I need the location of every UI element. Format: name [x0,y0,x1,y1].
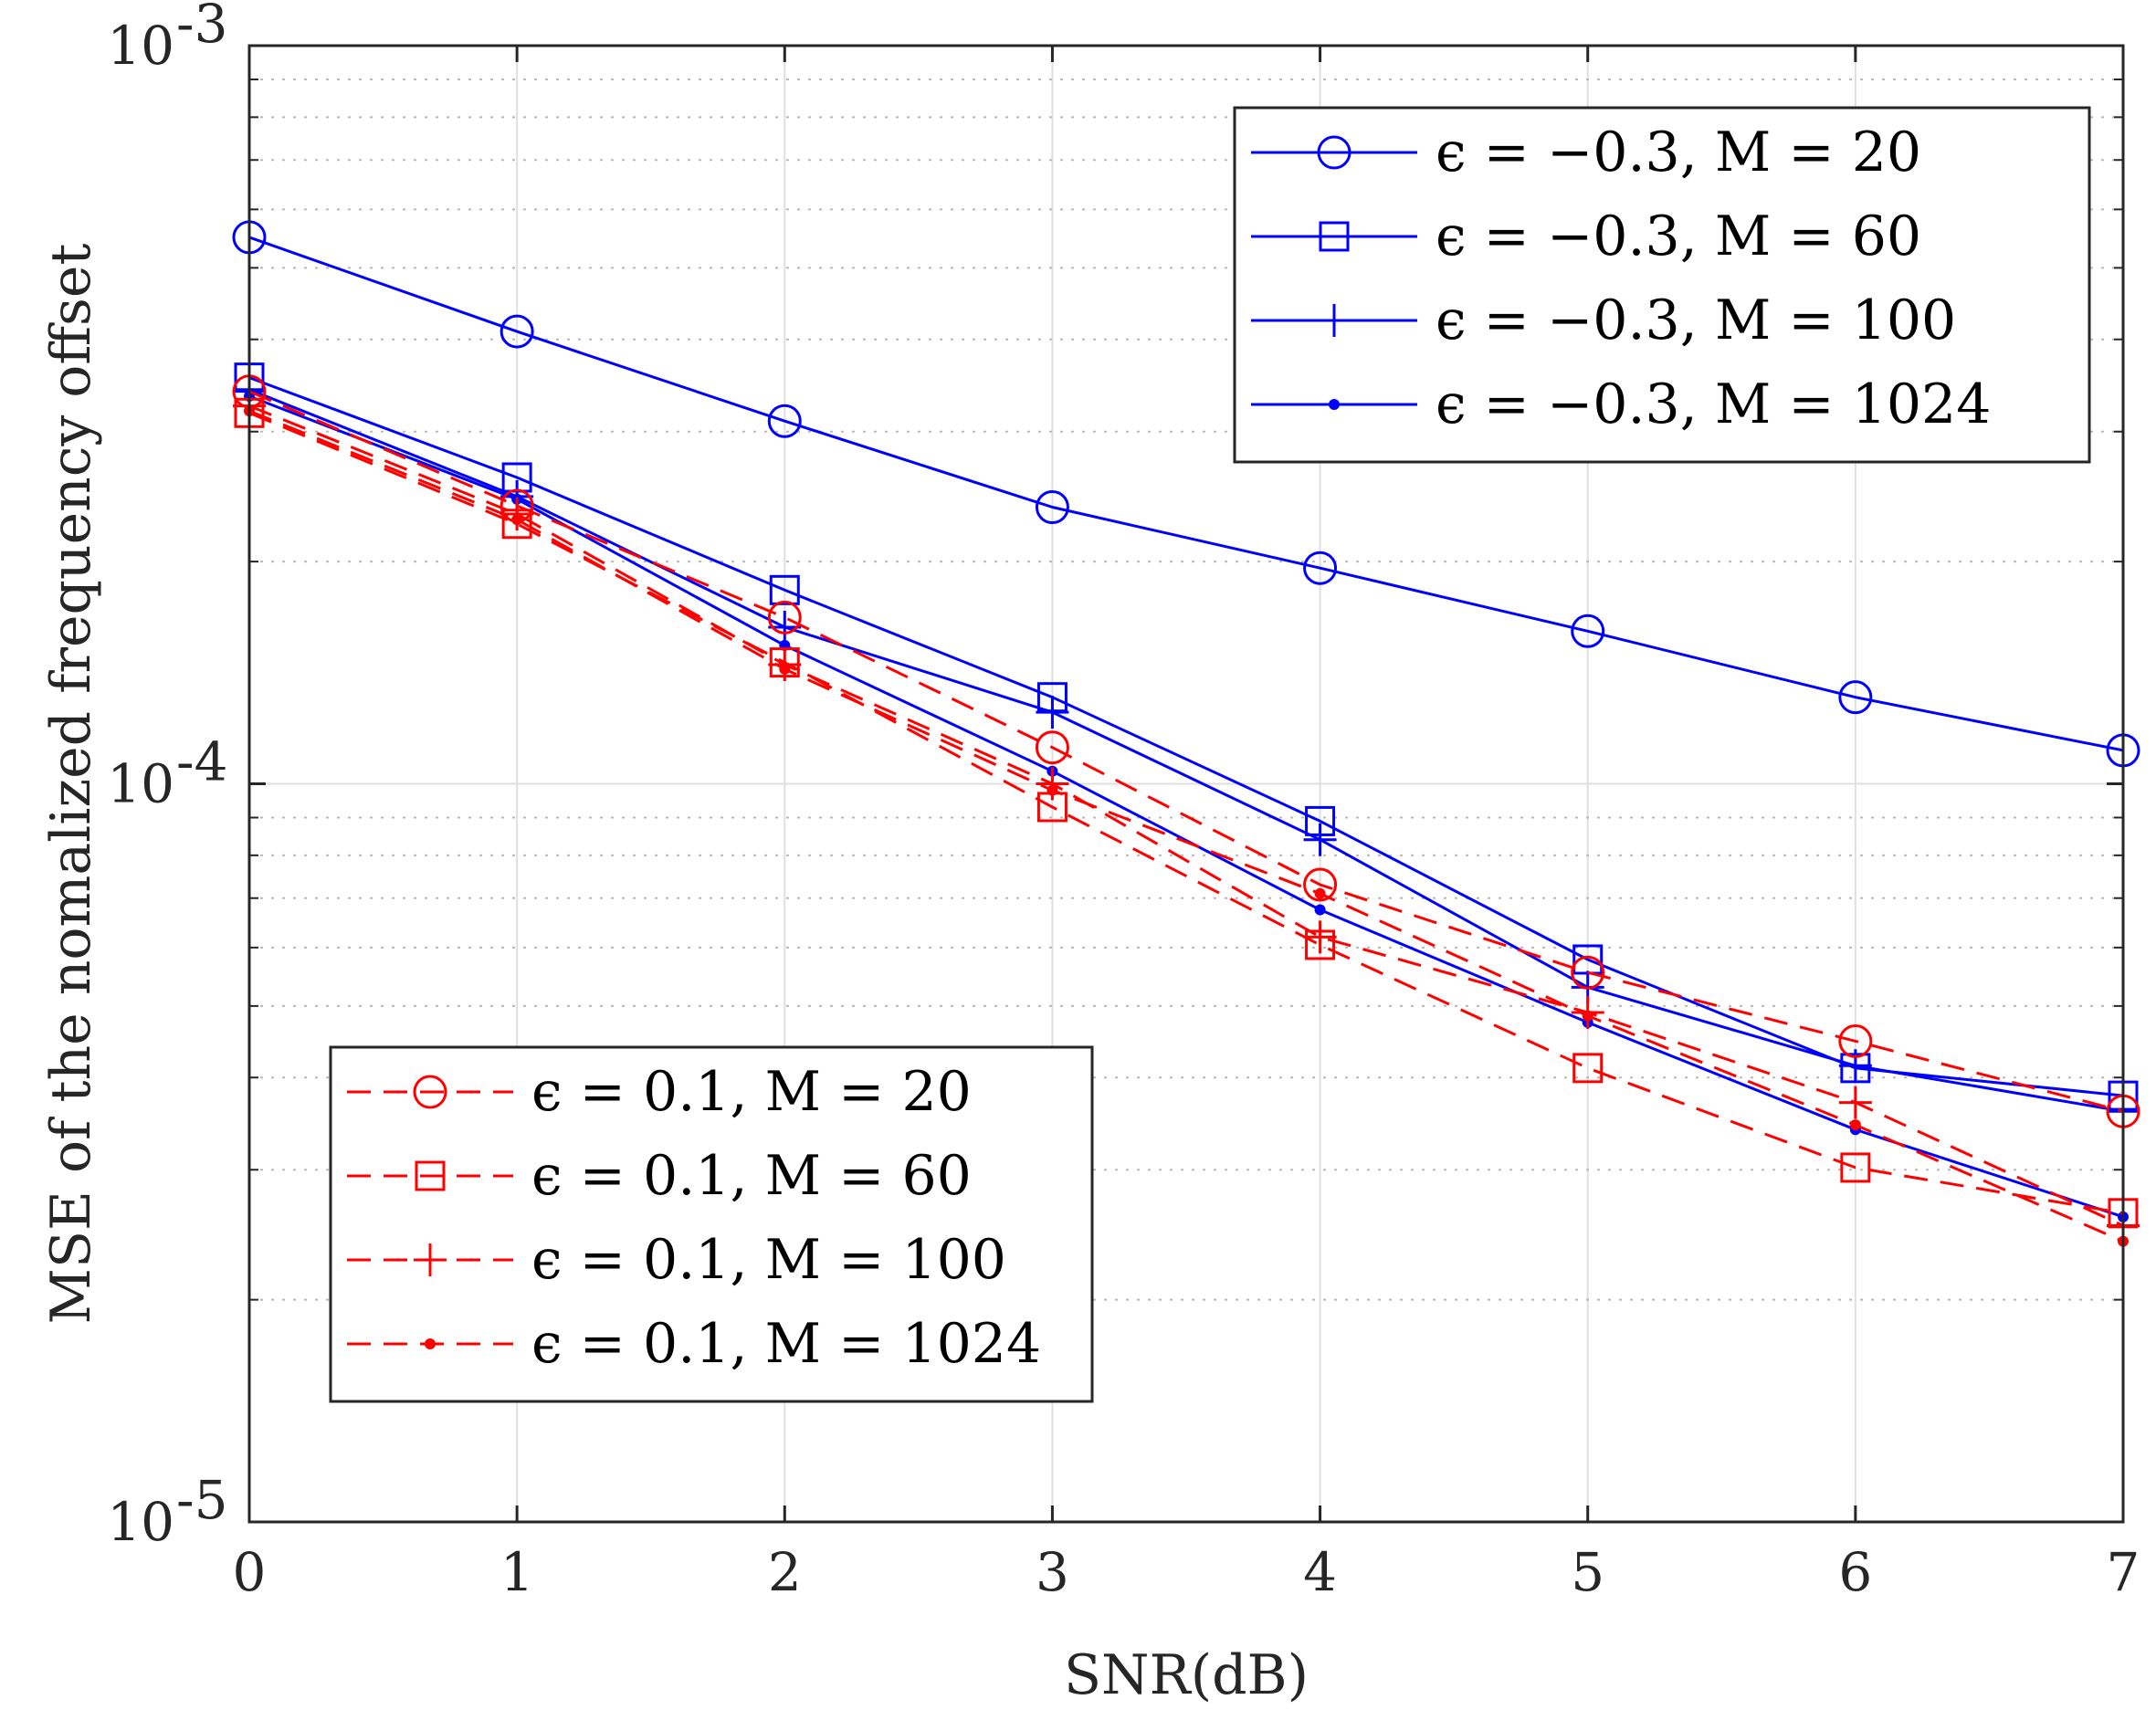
legend-top-right: ϵ = −0.3, M = 20 ϵ = −0.3, M = 60 ϵ = −0.3… [1233,106,2091,464]
y-tick-exponent: -4 [176,731,228,793]
legend-marker [414,1243,447,1276]
y-tick-label: 10 [107,1491,174,1553]
data-point [500,314,534,349]
data-point [1303,920,1337,954]
data-point [769,574,800,605]
legend-box [329,1045,1094,1403]
x-tick-label: 2 [768,1541,802,1603]
legend-marker [1318,304,1351,337]
x-tick-label: 3 [1036,1541,1069,1603]
x-tick-label: 0 [233,1541,267,1603]
series-layer [232,220,2140,1247]
y-tick-label: 10 [107,753,174,815]
tick-layer: 0 1 2 3 4 5 6 710-310-410-5 [107,0,2140,1603]
data-point [1314,904,1326,916]
series-line [248,409,2124,1243]
legend-item: ϵ = 0.1, M = 100 [347,1228,1006,1292]
series-line [248,376,2124,1097]
data-point [767,404,802,438]
data-point [1035,730,1069,765]
legend-item: ϵ = 0.1, M = 1024 [347,1312,1041,1376]
data-point [1035,490,1069,525]
legend-marker [413,1075,447,1109]
legend-marker [1319,221,1350,252]
y-tick-exponent: -3 [176,0,228,55]
data-point [1303,823,1337,856]
legend-label: ϵ = 0.1, M = 60 [531,1144,972,1208]
data-point [779,663,791,675]
legend-label: ϵ = −0.3, M = 100 [1436,288,1956,352]
legend-item: ϵ = 0.1, M = 20 [347,1060,972,1124]
legend-item: ϵ = −0.3, M = 60 [1251,205,1921,268]
series-line [248,404,2124,1227]
series-line [248,388,2124,1113]
legend-item: ϵ = −0.3, M = 20 [1251,121,1921,184]
data-point [1571,614,1605,648]
legend-marker [1317,135,1351,170]
data-point [1838,680,1873,715]
data-point [1838,1086,1872,1119]
x-tick-label: 7 [2107,1541,2140,1603]
legend-item: ϵ = 0.1, M = 60 [347,1144,972,1208]
data-point [1303,867,1338,902]
legend-item: ϵ = −0.3, M = 1024 [1251,372,1991,436]
data-point [1838,1049,1872,1083]
legend-layer: ϵ = −0.3, M = 20 ϵ = −0.3, M = 60 ϵ = −0.3… [329,106,2091,1403]
x-tick-label: 4 [1303,1541,1337,1603]
legend-label: ϵ = −0.3, M = 1024 [1436,372,1991,436]
legend-label: ϵ = 0.1, M = 100 [531,1228,1006,1292]
data-point [1840,1152,1871,1183]
y-tick-exponent: -5 [176,1469,228,1531]
data-point [1314,887,1326,899]
data-point [1582,1010,1593,1022]
x-tick-label: 1 [500,1541,534,1603]
x-tick-label: 5 [1571,1541,1604,1603]
series-8 [244,405,2129,1247]
data-point [1849,1119,1861,1131]
legend-label: ϵ = 0.1, M = 1024 [531,1312,1041,1376]
legend-label: ϵ = −0.3, M = 60 [1436,205,1921,268]
data-point [1303,551,1338,585]
data-point [1046,784,1058,796]
series-1 [232,220,2140,768]
legend-item: ϵ = −0.3, M = 100 [1251,288,1956,352]
legend-box [1233,106,2091,464]
data-point [1838,1023,1873,1058]
x-tick-label: 6 [1838,1541,1872,1603]
series-line [248,236,2124,752]
data-point [511,514,523,526]
data-point [1036,696,1069,729]
legend-marker [1329,399,1340,410]
legend-label: ϵ = 0.1, M = 20 [531,1060,972,1124]
x-axis-label: SNR(dB) [1064,1643,1309,1707]
legend-label: ϵ = −0.3, M = 20 [1436,121,1921,184]
y-tick-label: 10 [107,15,174,77]
series-line [248,390,2124,1113]
series-line [248,411,2124,1215]
data-point [1572,1053,1604,1084]
legend-marker [415,1160,446,1191]
legend-bottom-left: ϵ = 0.1, M = 20 ϵ = 0.1, M = 60 ϵ = 0.1, M… [329,1045,1094,1403]
y-axis-label: MSE of the nomalized frequency offset [39,244,103,1325]
legend-marker [425,1338,436,1349]
data-point [767,600,802,635]
data-point [1571,955,1605,990]
